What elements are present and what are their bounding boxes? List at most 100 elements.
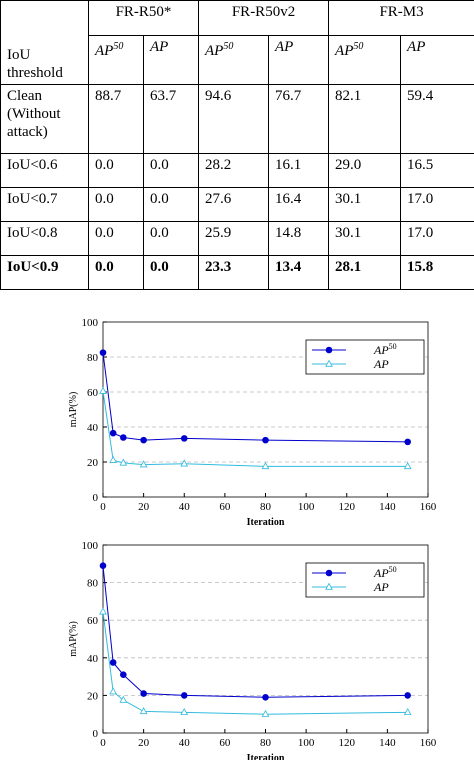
- y-tick-label: 40: [87, 422, 99, 434]
- table-row: IoU<0.6 0.0 0.0 28.2 16.1 29.0 16.5: [0, 153, 474, 188]
- cell: 17.0: [400, 187, 474, 222]
- subheader-text: AP: [205, 43, 224, 59]
- y-tick-label: 60: [87, 615, 99, 627]
- x-tick-label: 60: [219, 737, 231, 749]
- table-row: Clean (Without attack) 88.7 63.7 94.6 76.7 82…: [0, 84, 474, 154]
- cell: 76.7: [268, 84, 330, 154]
- marker: [404, 692, 411, 699]
- marker: [262, 436, 269, 444]
- subheader-row: AP50 AP AP50 AP AP50 AP: [1, 35, 474, 85]
- cell: 16.4: [268, 187, 330, 222]
- cell: 82.1: [328, 84, 402, 154]
- y-tick-label: 60: [87, 387, 99, 399]
- x-tick-label: 20: [138, 501, 150, 513]
- x-tick-label: 40: [179, 737, 191, 749]
- marker: [109, 659, 117, 666]
- y-tick-label: 0: [93, 728, 99, 740]
- marker: [404, 438, 411, 446]
- x-tick-label: 100: [298, 737, 315, 749]
- subheader-text: AP: [95, 43, 114, 59]
- marker: [119, 458, 128, 466]
- table-row: IoU<0.9 0.0 0.0 23.3 13.4 28.1 15.8: [0, 255, 474, 290]
- marker: [99, 607, 107, 615]
- cell: 23.3: [198, 255, 270, 290]
- marker: [325, 346, 333, 354]
- group-header: FR-M3: [328, 0, 474, 36]
- cell: 0.0: [142, 153, 200, 188]
- cell: 63.7: [142, 84, 200, 154]
- marker: [120, 434, 127, 441]
- cell: 25.9: [198, 221, 270, 256]
- marker: [139, 460, 148, 468]
- cell: 28.2: [198, 153, 270, 188]
- marker: [140, 690, 147, 697]
- chart: 0 20 40 60 80 100 0 20 40 60 80 100 120 140 160 Iterati…: [68, 317, 437, 528]
- legend-label: AP: [373, 357, 389, 371]
- marker: [139, 707, 148, 715]
- cell: 0.0: [88, 187, 144, 222]
- cell: 27.6: [198, 187, 270, 222]
- subheader-sup: 50: [353, 41, 364, 52]
- subheader: AP50: [198, 35, 270, 85]
- legend-name: AP: [373, 580, 389, 594]
- cell: 0.0: [142, 221, 200, 256]
- marker: [180, 459, 189, 467]
- series-line: [102, 611, 408, 715]
- cell: 14.8: [268, 221, 330, 256]
- y-tick-label: 100: [82, 540, 99, 552]
- legend-name: AP: [373, 566, 389, 580]
- row-label: IoU<0.6: [0, 153, 89, 188]
- marker: [261, 709, 270, 717]
- marker: [180, 435, 188, 442]
- x-tick-label: 60: [219, 501, 231, 513]
- x-tick-label: 160: [420, 737, 437, 749]
- marker: [262, 693, 269, 701]
- marker: [99, 349, 107, 356]
- marker: [325, 359, 333, 367]
- marker: [120, 671, 127, 679]
- y-tick-label: 20: [87, 690, 99, 702]
- x-axis-label: Iteration: [247, 517, 285, 528]
- legend-name: AP: [373, 357, 389, 371]
- legend-sup: 50: [389, 342, 397, 351]
- legend-label: AP50: [373, 342, 397, 357]
- cell: 0.0: [88, 153, 144, 188]
- header-row: IoU threshold FR-R50* FR-R50v2 FR-M3: [0, 0, 474, 85]
- cell: 59.4: [400, 84, 474, 154]
- marker: [140, 436, 147, 444]
- subheader: AP: [400, 35, 474, 85]
- legend-sup: 50: [389, 565, 397, 574]
- group-header: FR-R50v2: [198, 0, 330, 36]
- group-header: FR-R50*: [87, 0, 200, 36]
- corner-cell: IoU threshold: [0, 0, 89, 85]
- cell: 17.0: [400, 221, 474, 256]
- cell: 0.0: [88, 255, 144, 290]
- cell: 0.0: [88, 221, 144, 256]
- x-tick-label: 20: [138, 737, 150, 749]
- cell: 16.5: [400, 153, 474, 188]
- x-tick-label: 0: [100, 737, 106, 749]
- subheader-text: AP: [150, 39, 169, 55]
- cell: 0.0: [142, 255, 200, 290]
- subheader: AP50: [88, 35, 144, 85]
- y-tick-label: 20: [87, 457, 99, 469]
- x-tick-label: 100: [298, 501, 315, 513]
- x-tick-label: 80: [260, 737, 272, 749]
- subheader-sup: 50: [223, 41, 234, 52]
- marker: [261, 462, 270, 470]
- row-label: Clean (Without attack): [0, 84, 89, 154]
- x-tick-label: 0: [100, 501, 106, 513]
- y-axis-label: mAP(%): [68, 392, 79, 428]
- subheader: AP: [142, 35, 200, 85]
- legend-label: AP50: [373, 565, 397, 580]
- cell: 13.4: [268, 255, 330, 290]
- cell: 16.1: [268, 153, 330, 188]
- plot-frame: [102, 321, 429, 498]
- marker: [325, 582, 333, 590]
- results-table: IoU threshold FR-R50* FR-R50v2 FR-M3 AP50 AP A…: [0, 0, 474, 290]
- x-tick-label: 140: [379, 737, 396, 749]
- marker: [99, 562, 107, 569]
